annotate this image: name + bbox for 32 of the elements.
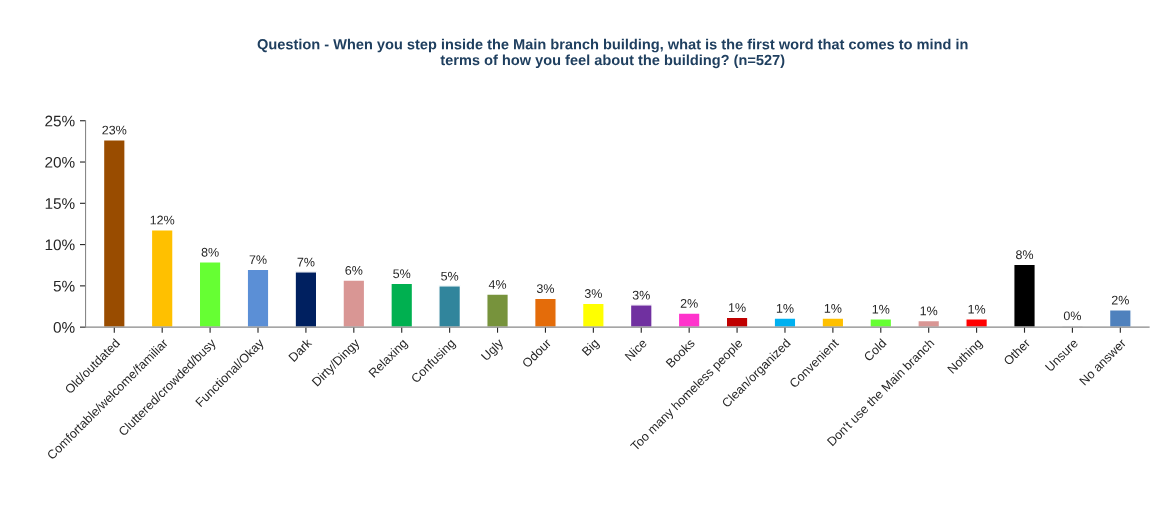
data-label: 3% — [632, 290, 650, 300]
data-label: 3% — [536, 284, 555, 293]
chart-title: Question - When you step inside the Main branch building, what is the first word that comes to mind in terms of how you feel about the building? (n=527) — [257, 38, 968, 69]
y-tick-label: 25% — [45, 115, 75, 127]
data-label: 1% — [920, 306, 938, 316]
data-label: 5% — [393, 269, 411, 279]
data-label: 0% — [1063, 311, 1081, 321]
x-tick-label: Big — [581, 338, 602, 358]
y-tick-label: 5% — [53, 280, 75, 292]
data-label: 3% — [584, 289, 602, 298]
data-label: 1% — [776, 304, 794, 313]
data-label: 1% — [968, 304, 986, 314]
data-label: 8% — [201, 247, 219, 257]
data-label: 6% — [345, 265, 363, 275]
y-tick-label: 10% — [45, 239, 75, 251]
data-label: 12% — [150, 215, 175, 225]
data-label: 23% — [102, 125, 127, 135]
x-tick-label: Nice — [624, 337, 648, 362]
data-label: 1% — [824, 304, 842, 313]
data-label: 7% — [297, 257, 315, 267]
data-label: 2% — [1111, 295, 1129, 305]
data-label: 2% — [680, 299, 698, 308]
data-label: 1% — [872, 304, 890, 314]
y-tick-label: 20% — [45, 156, 75, 168]
data-label: 5% — [441, 271, 459, 281]
data-label: 7% — [249, 255, 267, 265]
data-label: 4% — [488, 280, 507, 289]
data-label: 1% — [728, 303, 746, 312]
y-tick-label: 0% — [53, 322, 75, 333]
y-tick-label: 15% — [45, 198, 75, 209]
x-tick-label: Ugly — [480, 337, 506, 363]
data-label: 8% — [1016, 250, 1034, 260]
